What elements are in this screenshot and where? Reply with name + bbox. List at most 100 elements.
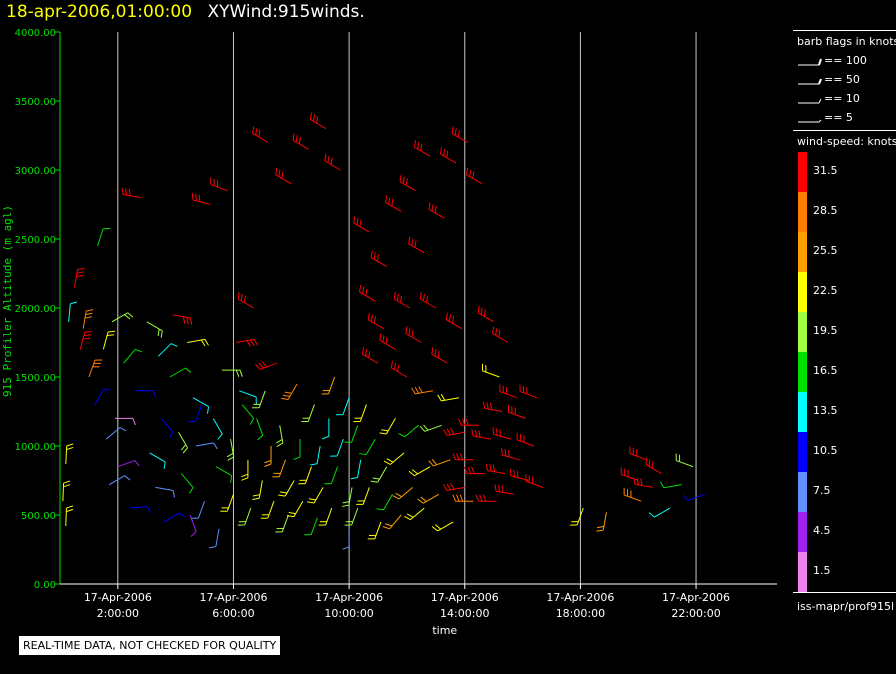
- barb-flag: [195, 193, 197, 201]
- barb-flag: [408, 470, 415, 477]
- wind-barb: [318, 507, 333, 526]
- barb-staff: [420, 298, 437, 309]
- barb-legend-flag: [818, 78, 822, 85]
- barb-flag: [485, 463, 488, 471]
- barb-flag: [420, 496, 427, 502]
- barb-flag: [406, 513, 414, 518]
- barb-flag: [124, 475, 131, 481]
- barb-flag: [382, 526, 390, 530]
- wind-barb: [195, 442, 218, 450]
- barb-flag: [405, 178, 408, 186]
- barb-staff: [502, 454, 520, 461]
- barb-legend-label: == 100: [824, 54, 867, 67]
- speed-label: 25.5: [813, 244, 838, 257]
- barb-staff: [428, 208, 445, 219]
- barb-staff: [244, 507, 252, 526]
- barb-flag: [408, 328, 411, 336]
- wind-barb: [485, 463, 506, 475]
- wind-barb: [275, 425, 284, 448]
- barb-staff: [353, 222, 370, 233]
- barb-flag: [70, 301, 78, 305]
- barb-flag: [370, 250, 373, 258]
- legend-top-rule: [793, 30, 896, 31]
- barb-staff: [292, 139, 309, 150]
- barb-flag: [659, 481, 665, 489]
- wind-barb: [393, 292, 411, 309]
- x-tick-label-time: 18:00:00: [556, 607, 605, 620]
- barb-staff: [484, 407, 503, 412]
- wind-barb: [181, 473, 194, 494]
- wind-barb: [226, 439, 235, 461]
- x-tick-label-date: 17-Apr-2006: [315, 591, 383, 604]
- barb-staff: [102, 331, 109, 350]
- barb-flag: [359, 285, 362, 293]
- barb-flag: [489, 464, 492, 472]
- barb-flag: [258, 362, 264, 369]
- barb-staff: [379, 339, 396, 350]
- speed-label: 1.5: [813, 564, 831, 577]
- barb-flag: [86, 309, 94, 312]
- wind-barb: [82, 309, 94, 329]
- barb-flag: [419, 292, 422, 300]
- barb-staff: [307, 404, 315, 422]
- barb-staff: [181, 473, 194, 488]
- barb-staff: [293, 500, 304, 518]
- barb-staff: [160, 418, 174, 433]
- barb-staff: [359, 291, 376, 302]
- barb-flag: [241, 473, 249, 478]
- barb-flag: [362, 286, 365, 294]
- barb-staff: [172, 314, 191, 319]
- barb-staff: [163, 512, 180, 523]
- wind-barb: [516, 432, 535, 447]
- barb-flag: [475, 494, 480, 502]
- barb-flag: [379, 333, 382, 341]
- barb-staff: [258, 480, 263, 499]
- wind-barb: [361, 347, 379, 364]
- barb-flag: [471, 466, 475, 474]
- barb-flag: [257, 434, 264, 441]
- barb-flag: [399, 295, 403, 303]
- speed-swatch: [798, 512, 807, 552]
- wind-barb: [419, 424, 442, 432]
- barb-flag: [275, 439, 283, 444]
- barb-staff: [519, 391, 538, 399]
- barb-flag: [206, 406, 210, 414]
- wind-barb: [241, 404, 255, 425]
- wind-barb: [342, 528, 350, 550]
- wind-barb: [114, 417, 136, 426]
- wind-barb: [359, 438, 376, 456]
- barb-flag: [466, 167, 469, 175]
- barb-staff: [492, 333, 509, 343]
- barb-staff: [408, 243, 425, 254]
- barb-flag: [250, 339, 255, 347]
- barb-flag: [77, 267, 85, 271]
- wind-barb: [404, 507, 425, 521]
- barb-staff: [383, 494, 393, 511]
- barb-flag: [342, 546, 350, 550]
- speed-swatch: [798, 432, 807, 472]
- wind-barb: [97, 227, 111, 247]
- y-tick-label: 3500.00: [15, 97, 56, 108]
- title-name: XYWind:915winds.: [207, 2, 365, 22]
- barb-flag: [276, 442, 284, 448]
- barb-flag: [191, 192, 194, 200]
- barb-staff: [146, 321, 163, 332]
- barb-flag: [478, 430, 481, 438]
- wind-barb: [335, 397, 350, 416]
- y-axis-label: 915 Profiler Altitude (m agl): [1, 205, 14, 397]
- barb-staff: [496, 490, 514, 495]
- x-tick-label-date: 17-Apr-2006: [662, 591, 730, 604]
- barb-flag: [596, 529, 604, 532]
- barb-staff: [508, 411, 526, 419]
- barb-flag: [365, 349, 368, 357]
- barb-flag: [472, 171, 475, 179]
- wind-barb: [286, 500, 304, 518]
- barb-flag: [596, 525, 605, 529]
- barb-staff: [210, 184, 228, 192]
- wind-barb: [633, 477, 653, 488]
- barb-flag: [180, 444, 187, 451]
- wind-barb: [252, 390, 266, 409]
- wind-barb: [281, 383, 298, 400]
- barb-flag: [446, 150, 449, 158]
- barb-staff: [117, 460, 135, 468]
